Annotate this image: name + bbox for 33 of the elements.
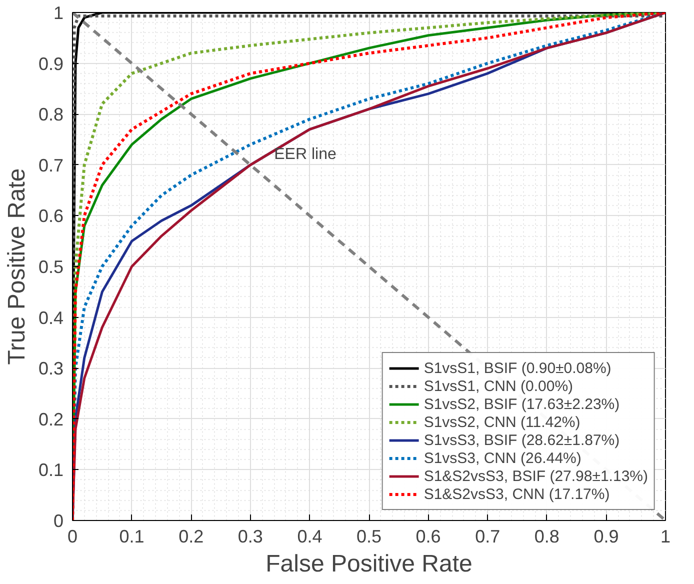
x-axis-title: False Positive Rate bbox=[266, 550, 472, 578]
y-tick-label: 0.9 bbox=[38, 54, 64, 74]
y-tick-label: 0.1 bbox=[38, 460, 64, 480]
x-tick-label: 0.4 bbox=[297, 526, 322, 546]
y-tick-label: 0 bbox=[53, 511, 64, 531]
y-tick-label: 0.8 bbox=[38, 104, 64, 125]
x-tick-label: 0.6 bbox=[416, 526, 441, 546]
x-tick-label: 0.5 bbox=[356, 526, 382, 546]
legend-label: S1vsS2, CNN (11.42%) bbox=[424, 413, 580, 431]
legend-label: S1vsS2, BSIF (17.63±2.23%) bbox=[424, 395, 620, 413]
y-tick-label: 0.6 bbox=[38, 206, 64, 226]
x-tick-label: 0.7 bbox=[475, 526, 500, 546]
x-tick-label: 0.8 bbox=[534, 526, 560, 546]
legend-label: S1vsS1, CNN (0.00%) bbox=[424, 377, 574, 395]
x-tick-label: 1 bbox=[660, 526, 671, 546]
y-tick-label: 1 bbox=[53, 3, 64, 23]
annotation: EER line bbox=[274, 146, 336, 164]
y-tick-label: 0.7 bbox=[38, 155, 64, 176]
legend-label: S1&S2vsS3, BSIF (27.98±1.13%) bbox=[424, 467, 648, 485]
y-tick-label: 0.2 bbox=[38, 409, 64, 430]
legend-label: S1vsS1, BSIF (0.90±0.08%) bbox=[424, 359, 612, 377]
x-tick-label: 0.2 bbox=[178, 526, 204, 546]
y-tick-label: 0.3 bbox=[38, 358, 64, 379]
legend-label: S1vsS3, CNN (26.44%) bbox=[424, 449, 582, 467]
y-tick-label: 0.4 bbox=[38, 308, 64, 328]
x-tick-label: 0.9 bbox=[594, 526, 619, 546]
x-tick-label: 0 bbox=[67, 526, 78, 546]
x-tick-label: 0.3 bbox=[238, 526, 263, 546]
legend-label: S1&S2vsS3, CNN (17.17%) bbox=[424, 485, 610, 503]
x-tick-label: 0.1 bbox=[119, 526, 144, 546]
legend-label: S1vsS3, BSIF (28.62±1.87%) bbox=[424, 431, 620, 449]
y-tick-label: 0.5 bbox=[38, 257, 64, 277]
y-axis-title: True Positive Rate bbox=[3, 168, 30, 365]
